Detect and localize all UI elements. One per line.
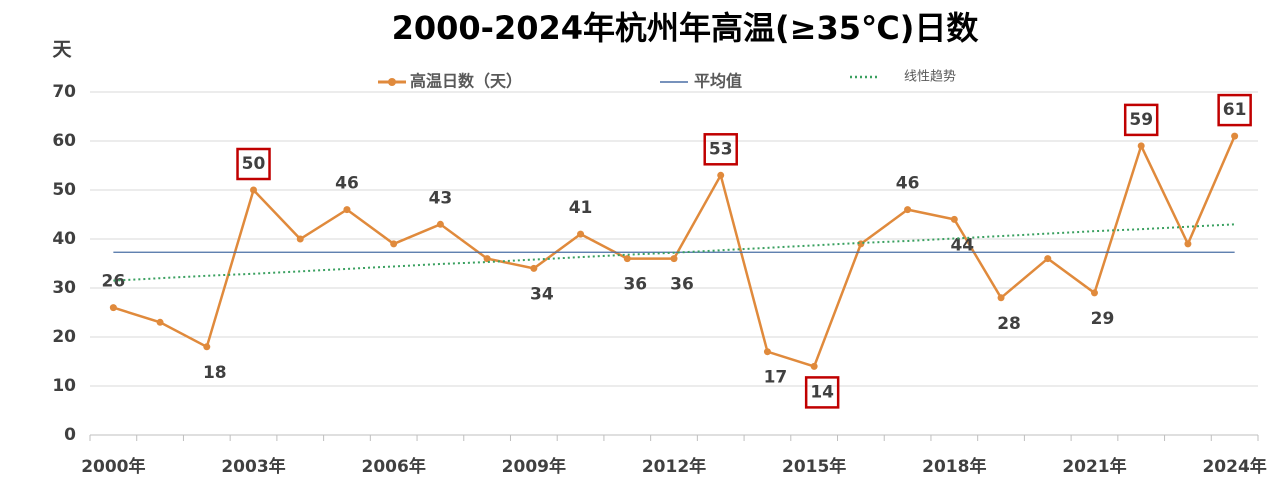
legend-label: 平均值 xyxy=(694,72,742,91)
y-tick-label: 20 xyxy=(52,327,76,347)
series-line xyxy=(112,135,1236,368)
data-point xyxy=(717,171,725,179)
data-label: 44 xyxy=(950,235,974,255)
data-label: 46 xyxy=(896,174,920,194)
data-point xyxy=(1184,240,1192,248)
y-tick-label: 50 xyxy=(52,180,76,200)
data-point xyxy=(1044,255,1052,263)
data-label: 28 xyxy=(997,314,1021,334)
y-tick-label: 10 xyxy=(52,376,76,396)
x-tick-label: 2018年 xyxy=(922,456,986,477)
data-label: 18 xyxy=(203,363,227,383)
data-point xyxy=(156,318,164,326)
data-point xyxy=(390,240,398,248)
data-point xyxy=(763,348,771,356)
data-point xyxy=(997,294,1005,302)
data-label: 53 xyxy=(709,139,733,159)
data-point xyxy=(577,230,585,238)
data-label: 36 xyxy=(670,275,694,295)
data-point xyxy=(1137,142,1145,150)
data-label: 34 xyxy=(530,284,554,304)
highlight-box xyxy=(236,147,271,181)
x-tick-label: 2009年 xyxy=(502,456,566,477)
legend-label: 线性趋势 xyxy=(904,69,956,85)
x-tick-label: 2003年 xyxy=(221,456,285,477)
data-point xyxy=(670,255,678,263)
data-point xyxy=(483,255,491,263)
highlight-box xyxy=(804,376,840,409)
y-tick-label: 60 xyxy=(52,131,76,151)
data-point xyxy=(296,235,304,243)
y-tick-label: 30 xyxy=(52,278,76,298)
data-label: 50 xyxy=(242,154,266,174)
series-line xyxy=(113,223,1235,282)
data-label: 43 xyxy=(429,188,453,208)
data-point xyxy=(904,206,912,214)
data-point xyxy=(250,186,258,194)
data-label: 14 xyxy=(810,382,834,402)
legend-marker xyxy=(388,78,396,86)
highlight-box xyxy=(703,133,738,166)
data-point xyxy=(203,343,211,351)
data-point xyxy=(436,220,444,228)
data-label: 61 xyxy=(1223,100,1247,120)
x-tick-label: 2012年 xyxy=(642,456,706,477)
y-tick-label: 0 xyxy=(64,425,76,445)
data-label: 46 xyxy=(335,174,359,194)
data-label: 17 xyxy=(764,368,788,388)
data-point xyxy=(623,255,631,263)
data-label: 36 xyxy=(623,275,647,295)
y-axis-label: 天 xyxy=(52,39,72,61)
data-point xyxy=(109,304,117,312)
data-label: 29 xyxy=(1091,309,1115,329)
highlight-box xyxy=(1123,103,1159,137)
x-tick-label: 2024年 xyxy=(1202,456,1266,477)
legend-label: 高温日数（天） xyxy=(410,72,522,91)
data-point xyxy=(1090,289,1098,297)
x-tick-label: 2006年 xyxy=(362,456,426,477)
data-point xyxy=(950,215,958,223)
data-point xyxy=(810,362,818,370)
data-point xyxy=(530,264,538,272)
data-label: 41 xyxy=(569,198,593,218)
x-tick-label: 2015年 xyxy=(782,456,846,477)
data-label: 59 xyxy=(1129,110,1153,130)
y-tick-label: 70 xyxy=(52,82,76,102)
x-tick-label: 2021年 xyxy=(1062,456,1126,477)
highlight-box xyxy=(1217,93,1252,127)
data-point xyxy=(1231,132,1239,140)
y-tick-label: 40 xyxy=(52,229,76,249)
data-point xyxy=(343,206,351,214)
x-tick-label: 2000年 xyxy=(81,456,145,477)
chart-title: 2000-2024年杭州年高温(≥35℃)日数 xyxy=(392,9,980,47)
data-label: 26 xyxy=(102,272,126,292)
